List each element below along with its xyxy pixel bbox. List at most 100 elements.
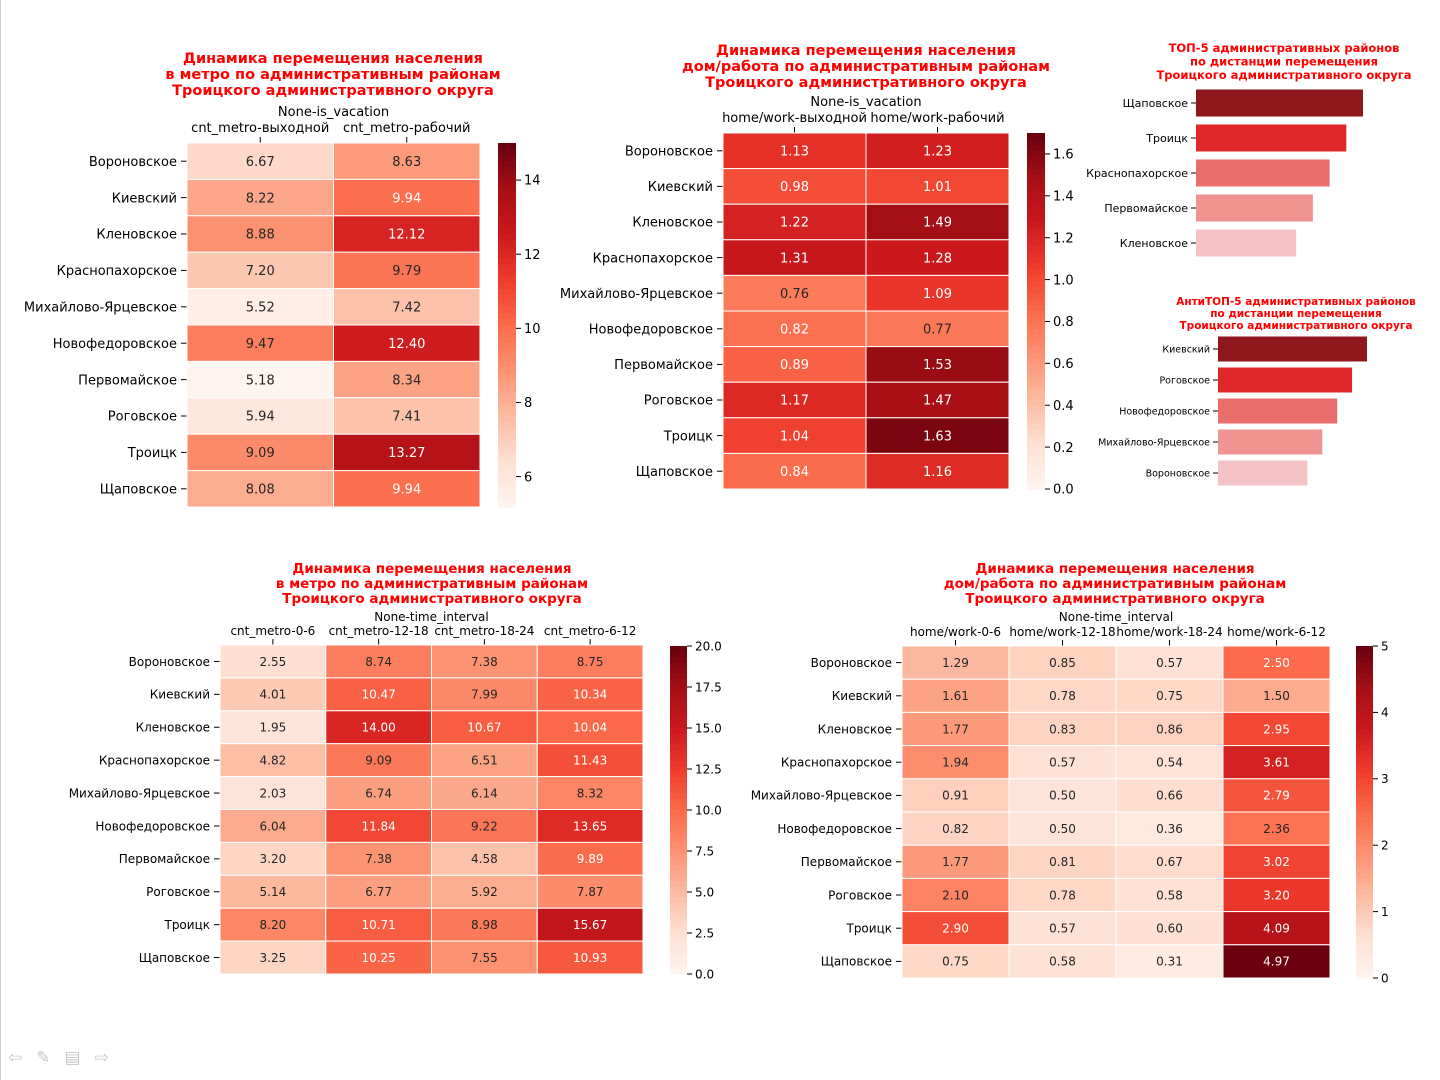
row-tick-label: Киевский bbox=[112, 191, 177, 206]
heatmap-cell-value: 7.41 bbox=[392, 410, 421, 425]
next-slide-arrow-icon[interactable]: ⇨ bbox=[94, 1048, 109, 1068]
colorbar-segment bbox=[1356, 706, 1373, 713]
heatmap-cell bbox=[722, 168, 867, 205]
heatmap-cell bbox=[536, 743, 644, 778]
heatmap-cell bbox=[219, 710, 327, 745]
heatmap-cell-value: 9.09 bbox=[246, 446, 275, 461]
colorbar-segment bbox=[498, 149, 516, 156]
colorbar-segment bbox=[1356, 911, 1373, 918]
heatmap-cell-value: 0.58 bbox=[1156, 888, 1183, 902]
colorbar-segment bbox=[498, 167, 516, 174]
colorbar-segment bbox=[1356, 889, 1373, 896]
colorbar-segment bbox=[498, 373, 516, 381]
heatmap-cell-value: 10.93 bbox=[573, 951, 607, 965]
colorbar-segment bbox=[1027, 210, 1045, 217]
colorbar-segment bbox=[670, 755, 687, 762]
group-axis-label: None-time_interval bbox=[1059, 610, 1174, 624]
heatmap-cell bbox=[325, 677, 432, 712]
colorbar-segment bbox=[1356, 795, 1373, 802]
colorbar-segment bbox=[1027, 299, 1045, 306]
heatmap-cell-value: 9.22 bbox=[471, 819, 498, 833]
heatmap-cell bbox=[1008, 678, 1117, 713]
colorbar-segment bbox=[1356, 751, 1373, 758]
heatmap-cell-value: 2.36 bbox=[1263, 822, 1290, 836]
chart-title-line: Троицкого административного округа bbox=[705, 75, 1027, 91]
chart-title-line: Динамика перемещения населения bbox=[975, 561, 1254, 577]
colorbar-segment bbox=[1027, 370, 1045, 377]
colorbar-segment bbox=[1356, 895, 1373, 902]
colorbar-segment bbox=[1027, 133, 1045, 140]
heatmap-cell-value: 1.77 bbox=[942, 855, 969, 869]
heatmap-cell-value: 13.65 bbox=[573, 819, 607, 833]
colorbar-segment bbox=[1356, 695, 1373, 702]
colorbar-segment bbox=[670, 837, 687, 844]
heatmap-cell-value: 1.17 bbox=[780, 394, 809, 409]
heatmap-cell-value: 15.67 bbox=[573, 918, 607, 932]
chart-title-line: Динамика перемещения населения bbox=[716, 43, 1016, 59]
colorbar-segment bbox=[1356, 729, 1373, 736]
colorbar-segment bbox=[1027, 144, 1045, 152]
colorbar-segment bbox=[498, 476, 516, 484]
colorbar-segment bbox=[670, 771, 687, 778]
heatmap-cell bbox=[722, 310, 867, 348]
heatmap-cell-value: 2.10 bbox=[942, 888, 969, 902]
colorbar-segment bbox=[670, 695, 687, 702]
heatmap-cell-value: 10.25 bbox=[361, 951, 395, 965]
bar bbox=[1218, 336, 1367, 362]
colorbar-segment bbox=[670, 749, 687, 756]
heatmap-cell bbox=[536, 776, 644, 810]
heatmap-cell bbox=[325, 776, 432, 810]
colorbar-tick-label: 0.2 bbox=[1053, 441, 1074, 456]
colorbar-segment bbox=[1356, 828, 1373, 835]
heatmap-cell-value: 0.50 bbox=[1049, 789, 1076, 803]
heatmap-cell bbox=[431, 874, 538, 909]
row-tick-label: Киевский bbox=[648, 180, 713, 195]
colorbar-tick-label: 5.0 bbox=[695, 885, 714, 899]
colorbar-segment bbox=[1356, 756, 1373, 763]
column-tick-label: home/work-0-6 bbox=[910, 625, 1001, 639]
colorbar-segment bbox=[670, 968, 687, 975]
heatmap-cell-value: 0.57 bbox=[1049, 756, 1076, 770]
slide-menu-icon[interactable]: ▤ bbox=[64, 1048, 81, 1068]
heatmap-cell-value: 1.95 bbox=[260, 721, 287, 735]
colorbar-segment bbox=[1356, 745, 1373, 752]
chart-title-line: Динамика перемещения населения bbox=[183, 51, 483, 67]
colorbar-tick-label: 1.0 bbox=[1053, 273, 1074, 288]
row-tick-label: Новофедоровское bbox=[589, 322, 713, 337]
column-tick-label: home/work-18-24 bbox=[1116, 625, 1222, 639]
heatmap-cell-value: 1.77 bbox=[942, 722, 969, 736]
heatmap-cell-value: 0.31 bbox=[1156, 955, 1183, 969]
colorbar-segment bbox=[1356, 651, 1373, 658]
heatmap-cell-value: 2.90 bbox=[942, 922, 969, 936]
colorbar-segment bbox=[670, 897, 687, 904]
colorbar-segment bbox=[498, 270, 516, 278]
colorbar-segment bbox=[670, 957, 687, 964]
chart-title-line: ТОП-5 административных районов bbox=[1169, 41, 1400, 55]
heatmap-cell bbox=[536, 677, 644, 712]
colorbar-segment bbox=[1027, 405, 1045, 413]
colorbar-segment bbox=[498, 500, 516, 508]
previous-slide-arrow-icon[interactable]: ⇦ bbox=[8, 1048, 23, 1068]
heatmap-cell-value: 5.14 bbox=[260, 885, 287, 899]
column-tick-label: cnt_metro-12-18 bbox=[329, 624, 429, 638]
heatmap-cell bbox=[1008, 944, 1117, 979]
heatmap-cell-value: 1.13 bbox=[780, 144, 809, 159]
colorbar-segment bbox=[1027, 423, 1045, 431]
heatmap-cell bbox=[1115, 877, 1224, 913]
heatmap-cell bbox=[865, 239, 1010, 276]
heatmap-cell-value: 5.52 bbox=[246, 300, 275, 315]
colorbar-segment bbox=[670, 793, 687, 800]
heatmap-cell bbox=[536, 710, 644, 745]
pen-tool-icon[interactable]: ✎ bbox=[36, 1048, 51, 1068]
colorbar-segment bbox=[498, 234, 516, 241]
heatmap-cell-value: 9.89 bbox=[577, 852, 604, 866]
colorbar-segment bbox=[1027, 483, 1045, 490]
category-label: Роговское bbox=[1159, 375, 1210, 386]
heatmap-cell bbox=[722, 381, 867, 419]
colorbar-segment bbox=[1027, 216, 1045, 223]
heatmap-cell-value: 1.22 bbox=[780, 216, 809, 231]
group-axis-label: None-is_vacation bbox=[810, 95, 921, 110]
heatmap-cell bbox=[186, 288, 334, 326]
colorbar-segment bbox=[670, 804, 687, 811]
heatmap-cell-value: 6.51 bbox=[471, 753, 498, 767]
